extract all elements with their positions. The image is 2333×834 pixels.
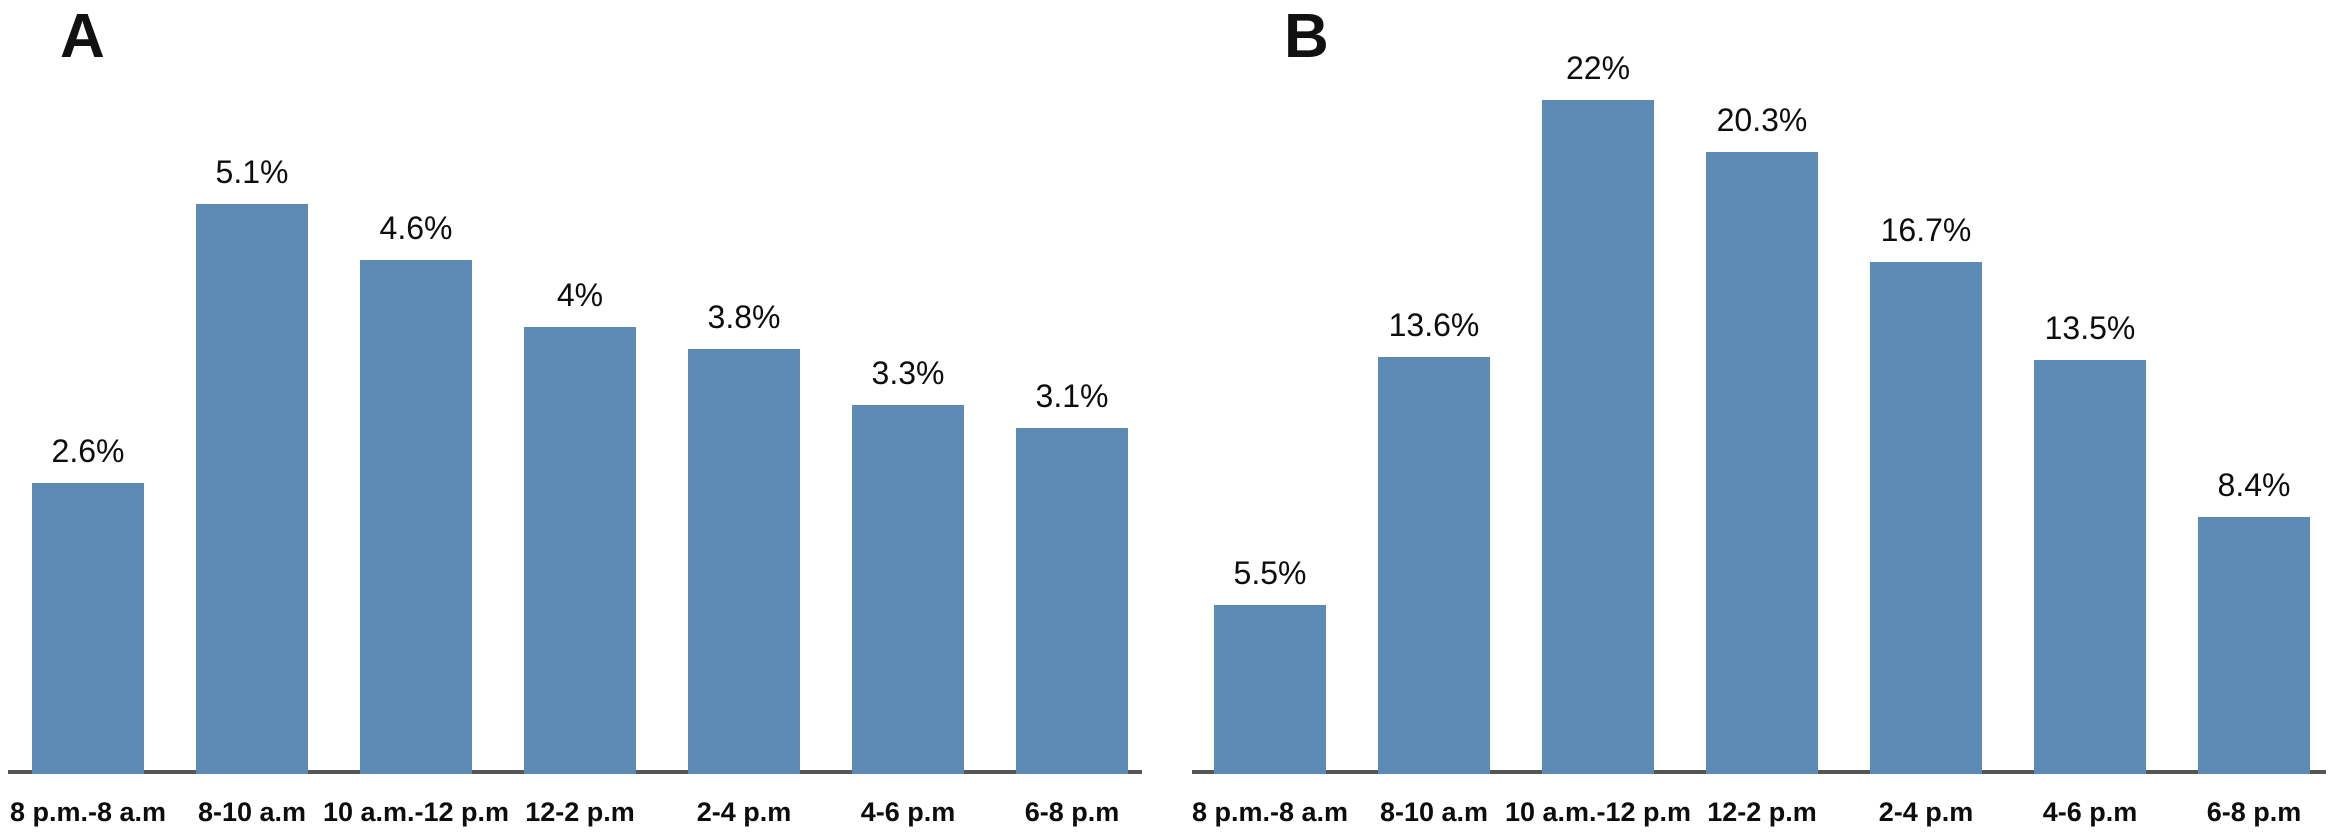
bar-value-label: 3.8% xyxy=(707,299,781,335)
bar xyxy=(196,204,308,774)
x-axis-label: 8 p.m.-8 a.m xyxy=(1191,797,1349,827)
bar-column: 5.1% 8-10 a.m xyxy=(170,0,334,834)
bar-column: 4.6% 10 a.m.-12 p.m xyxy=(323,0,509,834)
bar-value-label: 13.6% xyxy=(1388,307,1480,343)
x-axis-label: 12-2 p.m xyxy=(1707,797,1817,827)
bar-column: 13.5% 4-6 p.m xyxy=(2008,0,2172,834)
x-axis-label: 2-4 p.m xyxy=(696,797,792,827)
bars-container-a: 2.6% 8 p.m.-8 a.m 5.1% 8-10 a.m 4.6% 10 a.m.-… xyxy=(6,0,1154,834)
x-axis-label: 6-8 p.m xyxy=(1024,797,1120,827)
x-axis-label: 4-6 p.m xyxy=(2042,797,2138,827)
bar xyxy=(524,327,636,774)
bar-value-label: 16.7% xyxy=(1880,212,1972,248)
panel-b: B 5.5% 8 p.m.-8 a.m 13.6% 8-10 a.m 22% 10 a.m… xyxy=(1166,0,2332,834)
chart-a: 2.6% 8 p.m.-8 a.m 5.1% 8-10 a.m 4.6% 10 a.m.-… xyxy=(0,0,1166,834)
bar-column: 8.4% 6-8 p.m xyxy=(2172,0,2333,834)
bar-value-label: 5.5% xyxy=(1233,555,1307,591)
bar xyxy=(1870,262,1982,774)
bars-container-b: 5.5% 8 p.m.-8 a.m 13.6% 8-10 a.m 22% 10 a.m.-… xyxy=(1188,0,2333,834)
bar-value-label: 5.1% xyxy=(215,154,289,190)
x-axis-label: 10 a.m.-12 p.m xyxy=(1504,797,1692,827)
bar xyxy=(852,405,964,774)
panel-a: A 2.6% 8 p.m.-8 a.m 5.1% 8-10 a.m 4.6% 10 a.m… xyxy=(0,0,1166,834)
bar xyxy=(2198,517,2310,774)
x-axis-label: 12-2 p.m xyxy=(525,797,635,827)
bar-column: 5.5% 8 p.m.-8 a.m xyxy=(1188,0,1352,834)
bar xyxy=(32,483,144,774)
bar-value-label: 2.6% xyxy=(51,433,125,469)
bar-value-label: 13.5% xyxy=(2044,310,2136,346)
bar-column: 3.1% 6-8 p.m xyxy=(990,0,1154,834)
bar-column: 13.6% 8-10 a.m xyxy=(1352,0,1516,834)
bar xyxy=(360,260,472,774)
x-axis-label: 8-10 a.m xyxy=(1379,797,1489,827)
chart-b: 5.5% 8 p.m.-8 a.m 13.6% 8-10 a.m 22% 10 a.m.-… xyxy=(1166,0,2332,834)
bar-column: 3.8% 2-4 p.m xyxy=(662,0,826,834)
x-axis-label: 8 p.m.-8 a.m xyxy=(9,797,167,827)
bar-column: 20.3% 12-2 p.m xyxy=(1680,0,1844,834)
bar xyxy=(1706,152,1818,774)
bar xyxy=(1542,100,1654,774)
x-axis-label: 4-6 p.m xyxy=(860,797,956,827)
bar xyxy=(688,349,800,774)
bar xyxy=(1378,357,1490,774)
bar-column: 22% 10 a.m.-12 p.m xyxy=(1505,0,1691,834)
bar-value-label: 4% xyxy=(556,277,604,313)
bar-value-label: 20.3% xyxy=(1716,102,1808,138)
bar-value-label: 3.3% xyxy=(871,355,945,391)
bar-value-label: 4.6% xyxy=(379,210,453,246)
panel-a-title: A xyxy=(60,2,105,71)
bar-column: 2.6% 8 p.m.-8 a.m xyxy=(6,0,170,834)
bar-value-label: 22% xyxy=(1565,50,1631,86)
x-axis-label: 6-8 p.m xyxy=(2206,797,2302,827)
bar-column: 16.7% 2-4 p.m xyxy=(1844,0,2008,834)
bar-column: 3.3% 4-6 p.m xyxy=(826,0,990,834)
x-axis-label: 2-4 p.m xyxy=(1878,797,1974,827)
panel-b-title: B xyxy=(1284,2,1329,71)
bar xyxy=(2034,360,2146,774)
bar xyxy=(1016,428,1128,774)
bar xyxy=(1214,605,1326,774)
x-axis-label: 8-10 a.m xyxy=(197,797,307,827)
bar-column: 4% 12-2 p.m xyxy=(498,0,662,834)
x-axis-label: 10 a.m.-12 p.m xyxy=(322,797,510,827)
bar-value-label: 8.4% xyxy=(2217,467,2291,503)
bar-value-label: 3.1% xyxy=(1035,378,1109,414)
